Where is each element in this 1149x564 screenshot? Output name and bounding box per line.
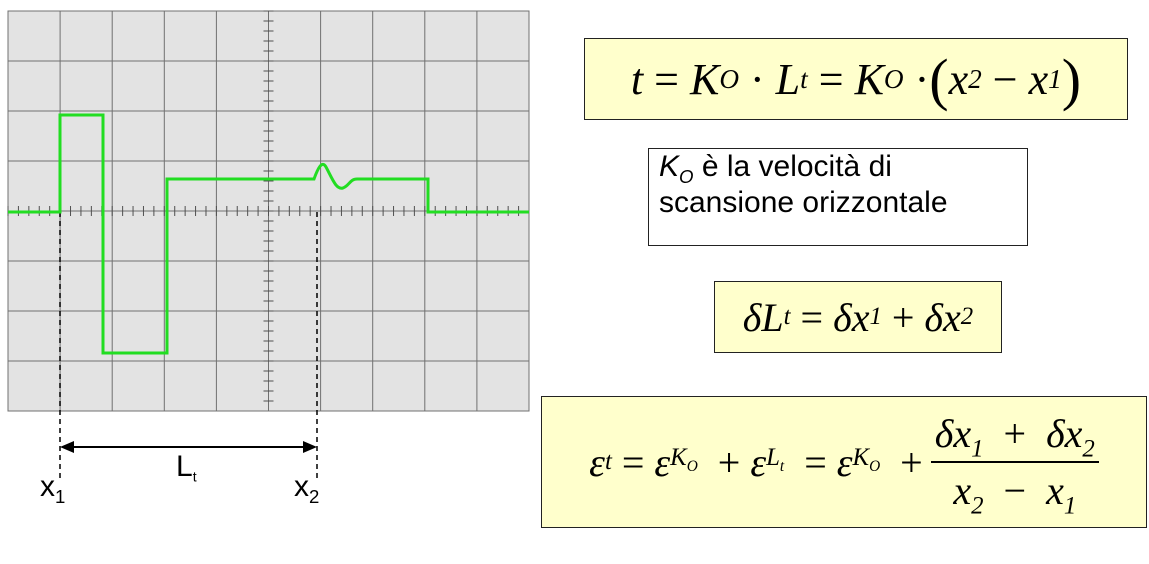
fe-numerator: δx1 + δx2 (930, 410, 1099, 463)
label-interval: Lt (176, 450, 197, 484)
fe-plus2: + (880, 439, 923, 485)
label-x2: x2 (294, 470, 320, 508)
fe-num-2: 2 (1082, 435, 1095, 463)
waveform-trace (8, 113, 529, 355)
fe-eps-l-sub: Lt (766, 445, 784, 474)
fe-eps-t: ε (589, 439, 605, 485)
ft-x1: x (1028, 54, 1049, 104)
fe-eps-l-sub-l: L (766, 443, 780, 471)
fe-eps-k: ε (654, 439, 671, 485)
fd-dx2: δx (924, 294, 961, 340)
arrow-head-right (303, 441, 317, 453)
fd-plus: + (881, 294, 925, 340)
label-x1-var: x (40, 470, 55, 503)
note-k-sub: O (679, 166, 694, 188)
ft-minus: − (981, 54, 1029, 104)
label-x1-sub: 1 (55, 486, 66, 508)
fe-eps-k2: ε (836, 439, 853, 485)
fe-eq2: = (784, 439, 837, 485)
fe-plus1: + (697, 439, 751, 485)
fd-eq: = (790, 294, 834, 340)
fe-num-1: 1 (971, 435, 984, 463)
fe-den-minus: − (993, 468, 1037, 513)
oscilloscope-diagram (7, 10, 530, 478)
fe-eps-l: ε (750, 439, 767, 485)
ft-t: t (630, 54, 644, 104)
fe-num-dx1: δx (934, 411, 972, 456)
fe-eps-l-sub-t: t (779, 457, 785, 475)
fe-den-2: 2 (971, 492, 984, 520)
fe-eps-k2-sub-k: K (852, 443, 870, 471)
note-k: K (659, 150, 680, 183)
fe-num-dx2: δx (1046, 411, 1083, 456)
ft-x2: x (948, 54, 969, 104)
fe-eq1: = (611, 439, 655, 485)
ft-eq2: = (807, 54, 855, 104)
fe-den-x1: x (1046, 468, 1064, 513)
fe-denominator: x2 − x1 (949, 463, 1080, 518)
fe-eps-k-sub: KO (670, 445, 698, 474)
ft-paren-open: ( (929, 46, 949, 112)
fe-eps-k2-sub-o: O (869, 457, 881, 475)
note-line-1: KO è la velocità di (659, 149, 892, 188)
fd-dl: δL (742, 294, 784, 340)
fe-eps-k2-sub: KO (853, 445, 881, 474)
label-interval-var: L (176, 450, 193, 483)
fe-fraction: δx1 + δx2 x2 − x1 (930, 410, 1099, 518)
label-interval-sub: t (192, 468, 197, 485)
fd-dx1: δx (833, 294, 870, 340)
fe-den-1: 1 (1063, 492, 1077, 520)
ft-eq1: = (643, 54, 690, 104)
label-x2-sub: 2 (309, 486, 320, 508)
fe-num-plus: + (993, 411, 1037, 456)
note-box: KO è la velocità di scansione orizzontal… (648, 148, 1028, 246)
label-x2-var: x (294, 470, 309, 503)
ft-paren-close: ) (1061, 46, 1082, 112)
fe-eps-k-sub-o: O (686, 457, 698, 475)
formula-delta: δL t = δx 1 + δx 2 (714, 281, 1002, 353)
fe-den-x2: x (953, 468, 972, 513)
label-x1: x1 (40, 470, 66, 508)
ft-l: L (775, 54, 801, 104)
ft-dot2: · (903, 54, 930, 104)
arrow-head-left (60, 441, 74, 453)
note-line-2: scansione orizzontale (659, 186, 948, 219)
ft-dot1: · (739, 54, 776, 104)
note-line-1-text: è la velocità di (693, 150, 892, 183)
ft-k2: K (854, 54, 884, 104)
fe-eps-k-sub-k: K (670, 443, 687, 471)
ft-k: K (689, 54, 720, 104)
